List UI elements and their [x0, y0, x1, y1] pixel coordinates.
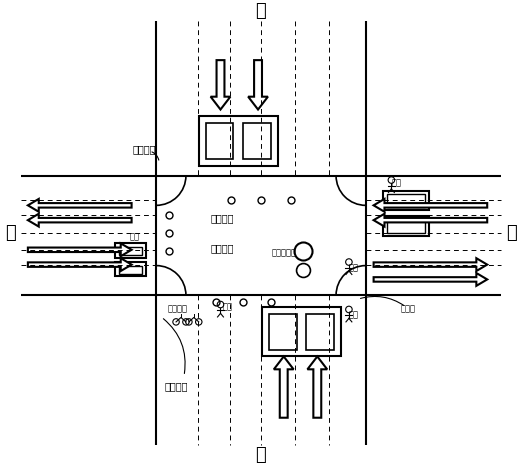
Text: 西: 西 — [5, 224, 16, 242]
Bar — [206, 123, 233, 159]
Text: 南: 南 — [256, 446, 266, 464]
FancyArrow shape — [28, 258, 132, 271]
Bar — [387, 194, 425, 207]
FancyArrow shape — [374, 214, 487, 226]
Text: 行人: 行人 — [349, 263, 359, 272]
Bar — [384, 216, 429, 236]
FancyArrow shape — [28, 214, 132, 226]
Bar — [387, 220, 425, 233]
Text: 行人: 行人 — [349, 310, 359, 320]
Bar — [119, 247, 143, 255]
Text: 车辆: 车辆 — [129, 233, 139, 241]
Bar — [243, 123, 271, 159]
FancyArrow shape — [28, 243, 132, 256]
Text: 北: 北 — [256, 2, 266, 20]
Bar — [384, 191, 429, 210]
Text: 安全派: 安全派 — [400, 305, 416, 314]
Text: 行人: 行人 — [392, 178, 401, 187]
Text: 第一区域: 第一区域 — [211, 243, 234, 253]
FancyArrow shape — [374, 258, 487, 271]
Text: 第三区域: 第三区域 — [164, 381, 188, 391]
Bar — [262, 307, 341, 356]
FancyArrow shape — [307, 356, 327, 418]
Text: 东: 东 — [506, 224, 517, 242]
Text: 第二区域: 第二区域 — [211, 213, 234, 223]
Text: 直行信号灯: 直行信号灯 — [272, 248, 297, 257]
Bar — [199, 116, 278, 166]
FancyArrow shape — [210, 60, 230, 110]
FancyArrow shape — [248, 60, 268, 110]
Bar — [269, 314, 296, 350]
FancyArrow shape — [274, 356, 293, 418]
Bar — [115, 243, 146, 258]
FancyArrow shape — [28, 199, 132, 212]
Text: 第四区域: 第四区域 — [133, 144, 156, 154]
Text: 行人: 行人 — [222, 302, 232, 312]
Bar — [119, 266, 143, 274]
Text: 非机动车: 非机动车 — [167, 305, 187, 314]
FancyArrow shape — [374, 199, 487, 212]
Bar — [306, 314, 334, 350]
FancyArrow shape — [374, 273, 487, 286]
Bar — [115, 261, 146, 276]
